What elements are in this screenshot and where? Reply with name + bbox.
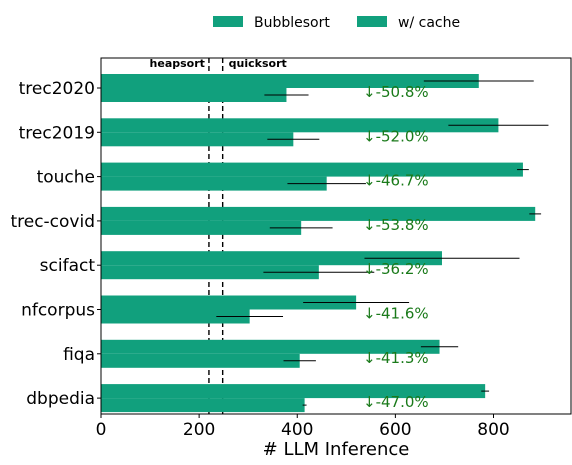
bar-nfcorpus-0	[101, 295, 357, 310]
x-axis-label: # LLM Inference	[263, 439, 410, 460]
bar-touche-0	[101, 162, 523, 177]
x-tick-label-400: 400	[281, 420, 313, 440]
bar-trec-covid-1	[101, 220, 302, 235]
x-tick-label-800: 800	[477, 420, 509, 440]
x-tick-label-0: 0	[96, 420, 107, 440]
bar-fiqa-1	[101, 353, 300, 368]
x-tick-label-200: 200	[183, 420, 215, 440]
bar-nfcorpus-1	[101, 309, 250, 324]
legend: Bubblesort w/ cache	[213, 15, 460, 31]
y-tick-label-scifact: scifact	[40, 256, 96, 276]
bar-trec2020-1	[101, 88, 287, 102]
annotation-touche: ↓-46.7%	[363, 172, 429, 190]
legend-label-1: w/ cache	[398, 15, 460, 31]
bar-scifact-1	[101, 265, 319, 280]
legend-swatch-0	[213, 16, 243, 27]
y-tick-label-trec2020: trec2020	[19, 79, 95, 99]
bar-trec2019-0	[101, 118, 499, 133]
x-axis: 0 200 400 600 800	[96, 414, 510, 440]
bar-trec2019-1	[101, 132, 294, 147]
reference-line-label-quicksort: quicksort	[229, 57, 287, 70]
bar-dbpedia-1	[101, 398, 305, 413]
legend-swatch-1	[357, 16, 387, 27]
plot-frame	[100, 57, 572, 415]
bar-trec2020-0	[101, 74, 479, 88]
annotations: ↓-50.8% ↓-52.0% ↓-46.7% ↓-53.8% ↓-36.2% ↓-41.…	[363, 83, 429, 411]
annotation-scifact: ↓-36.2%	[363, 260, 429, 278]
y-tick-label-trec-covid: trec-covid	[10, 212, 95, 232]
error-bars	[216, 80, 549, 406]
x-tick-label-600: 600	[379, 420, 411, 440]
y-tick-label-touche: touche	[37, 168, 95, 188]
legend-label-0: Bubblesort	[254, 15, 330, 31]
annotation-fiqa: ↓-41.3%	[363, 349, 429, 367]
reference-line-label-heapsort: heapsort	[150, 57, 205, 70]
bar-scifact-0	[101, 251, 442, 266]
annotation-dbpedia: ↓-47.0%	[363, 393, 429, 411]
annotation-trec2019: ↓-52.0%	[363, 127, 429, 145]
y-tick-label-trec2019: trec2019	[19, 123, 95, 143]
annotation-trec-covid: ↓-53.8%	[363, 216, 429, 234]
y-tick-label-nfcorpus: nfcorpus	[21, 301, 95, 321]
y-axis: trec2020 trec2019 touche trec-covid scifact n…	[10, 79, 101, 409]
bar-trec-covid-0	[101, 206, 536, 221]
bar-fiqa-0	[101, 339, 440, 354]
bars	[101, 74, 536, 413]
annotation-trec2020: ↓-50.8%	[363, 83, 429, 101]
bar-dbpedia-0	[101, 384, 486, 399]
annotation-nfcorpus: ↓-41.6%	[363, 305, 429, 323]
y-tick-label-fiqa: fiqa	[63, 345, 95, 365]
bar-touche-1	[101, 176, 327, 191]
plot-border	[100, 57, 572, 415]
y-tick-label-dbpedia: dbpedia	[26, 389, 95, 409]
